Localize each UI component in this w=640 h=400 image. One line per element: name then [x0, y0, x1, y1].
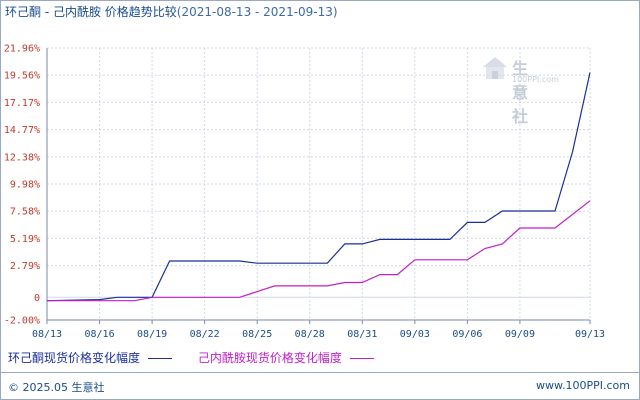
- x-tick-label: 09/06: [452, 329, 482, 340]
- y-tick-label: 12.38%: [4, 152, 40, 163]
- x-tick-label: 08/19: [137, 329, 167, 340]
- footer-site-link[interactable]: www.100PPI.com: [536, 379, 630, 392]
- legend-swatch-series1: [148, 358, 173, 359]
- y-tick-label: -2.00%: [4, 316, 40, 327]
- series-line-1: [46, 72, 591, 302]
- x-tick-label: 08/16: [84, 329, 114, 340]
- footer-copyright: © 2025.05 生意社: [8, 381, 105, 394]
- x-tick-label: 08/31: [347, 329, 377, 340]
- x-tick-label: 09/13: [575, 329, 605, 340]
- series-lines: [46, 72, 591, 302]
- x-tick-label: 08/25: [242, 329, 272, 340]
- legend-label-series1: 环己酮现货价格变化幅度: [8, 351, 141, 365]
- y-tick-label: 5.19%: [10, 234, 40, 245]
- chart-title: 环己酮 - 己内酰胺 价格趋势比较(2021-08-13 - 2021-09-1…: [5, 3, 338, 20]
- footer-divider: [0, 372, 640, 373]
- watermark-url: 100PPI.com: [512, 75, 559, 84]
- y-tick-label: 14.77%: [4, 125, 40, 136]
- x-tick-label: 08/22: [190, 329, 220, 340]
- y-tick-label: 19.56%: [4, 71, 40, 82]
- x-tick-label: 09/09: [505, 329, 535, 340]
- y-axis: 21.96% 19.56% 17.17% 14.77% 12.38% 9.98% 7.58%…: [4, 44, 48, 327]
- legend-label-series2: 己内酰胺现货价格变化幅度: [197, 351, 342, 365]
- legend-swatch-series2: [349, 358, 374, 359]
- y-tick-label: 17.17%: [4, 98, 40, 109]
- y-tick-label: 21.96%: [4, 44, 40, 55]
- chart-title-text: 环己酮 - 己内酰胺 价格趋势比较: [5, 5, 177, 19]
- legend-item-series1: 环己酮现货价格变化幅度: [8, 349, 173, 366]
- date-range: (2021-08-13 - 2021-09-13): [176, 5, 338, 19]
- y-tick-label: 9.98%: [10, 180, 40, 191]
- y-tick-label: 7.58%: [10, 207, 40, 218]
- line-chart: 21.96% 19.56% 17.17% 14.77% 12.38% 9.98% 7.58%…: [4, 44, 605, 341]
- y-tick-label: 2.79%: [10, 261, 40, 272]
- x-tick-label: 08/13: [32, 329, 62, 340]
- series-line-2: [47, 200, 591, 302]
- x-axis: 08/13 08/16 08/19 08/22 08/25 08/28 08/31 09/03…: [32, 319, 605, 340]
- x-tick-label: 09/03: [400, 329, 430, 340]
- x-tick-label: 08/28: [295, 329, 325, 340]
- legend: 环己酮现货价格变化幅度 己内酰胺现货价格变化幅度: [8, 349, 396, 366]
- grid: [46, 47, 591, 321]
- y-tick-label: 0: [34, 293, 40, 304]
- legend-item-series2: 己内酰胺现货价格变化幅度: [198, 349, 374, 366]
